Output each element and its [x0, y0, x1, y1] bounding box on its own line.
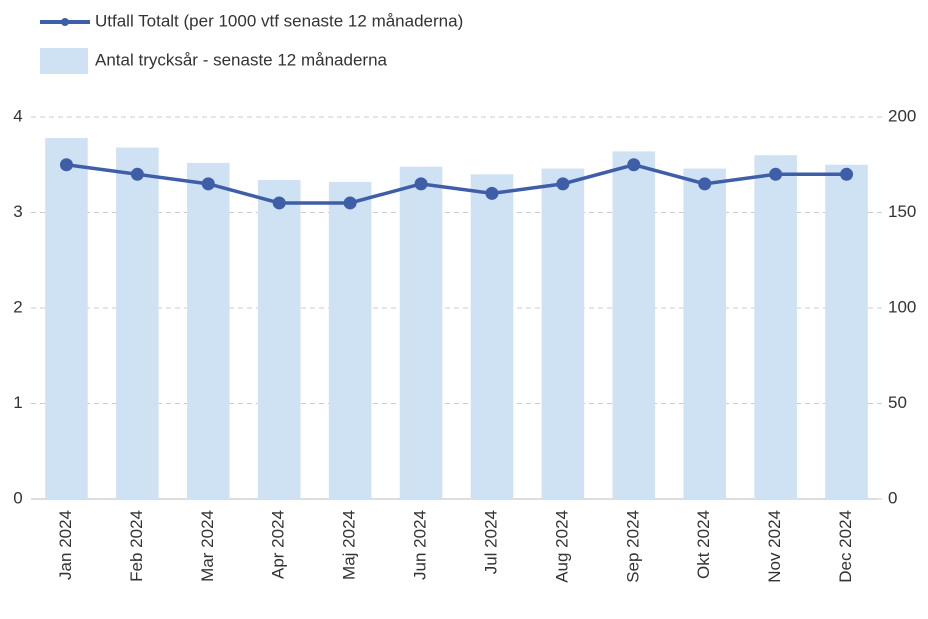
line-point	[769, 167, 783, 181]
y2-tick-label: 100	[888, 297, 916, 316]
x-tick-label: Feb 2024	[127, 510, 146, 582]
line	[66, 162, 847, 205]
line-point	[698, 177, 712, 191]
x-tick-label: Okt 2024	[694, 510, 713, 579]
x-tick-label: Apr 2024	[269, 510, 288, 579]
line-point	[130, 167, 144, 181]
y-tick-label: 3	[13, 202, 22, 221]
legend-swatch	[40, 48, 88, 74]
x-tick-label: Sep 2024	[623, 510, 642, 583]
line-point	[59, 158, 73, 172]
y2-tick-label: 50	[888, 393, 907, 412]
x-tick-label: Aug 2024	[552, 510, 571, 583]
bar	[754, 155, 797, 499]
bar	[187, 162, 230, 499]
bar	[116, 147, 159, 499]
x-tick-label: Dec 2024	[836, 510, 855, 583]
x-tick-label: Jul 2024	[481, 510, 500, 574]
bar	[612, 151, 656, 499]
line-point	[201, 177, 215, 191]
line-point	[343, 196, 357, 210]
y-tick-label: 0	[13, 488, 22, 507]
x-tick-label: Jun 2024	[411, 510, 430, 580]
bar	[328, 181, 372, 499]
line-point	[840, 167, 854, 181]
line-point	[556, 177, 570, 191]
legend-swatch	[61, 18, 69, 26]
x-tick-label: Mar 2024	[198, 510, 217, 582]
bar	[683, 168, 726, 499]
line-point	[414, 177, 428, 191]
y2-tick-label: 200	[888, 106, 916, 125]
legend-label: Utfall Totalt (per 1000 vtf senaste 12 m…	[95, 11, 463, 30]
bar	[541, 168, 585, 499]
x-tick-label: Jan 2024	[56, 510, 75, 580]
line-point	[272, 196, 286, 210]
y-tick-label: 1	[13, 393, 22, 412]
line-point	[485, 186, 499, 200]
legend-label: Antal trycksår - senaste 12 månaderna	[95, 50, 388, 69]
line-point	[627, 158, 641, 172]
y-tick-label: 2	[13, 297, 22, 316]
bar	[45, 138, 88, 499]
bar	[399, 166, 443, 499]
bar	[825, 164, 868, 499]
bar	[257, 180, 301, 499]
y-tick-label: 4	[13, 106, 22, 125]
y2-tick-label: 150	[888, 202, 916, 221]
x-tick-label: Maj 2024	[340, 510, 359, 580]
y2-tick-label: 0	[888, 488, 897, 507]
x-tick-label: Nov 2024	[765, 510, 784, 583]
bar	[470, 174, 514, 500]
